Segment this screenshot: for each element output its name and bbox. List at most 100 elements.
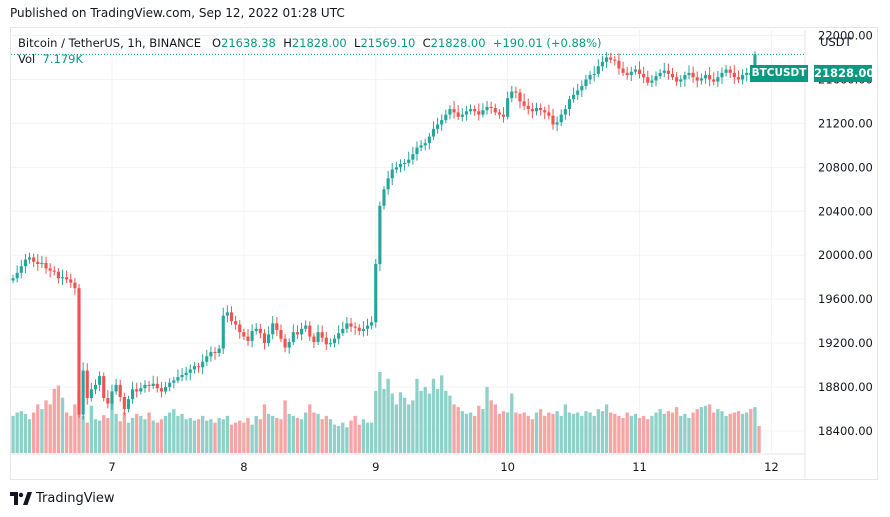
candle-body	[77, 288, 81, 415]
volume-bar	[749, 409, 753, 453]
volume-bar	[646, 419, 650, 453]
tradingview-logo-icon	[10, 492, 32, 505]
volume-bar	[650, 415, 654, 453]
candle-body	[547, 112, 551, 116]
candle-body	[275, 323, 279, 330]
volume-bar	[48, 404, 52, 453]
volume-bar	[481, 409, 485, 453]
candle-body	[147, 384, 151, 386]
volume-bar	[736, 411, 741, 453]
candle-body	[452, 109, 456, 113]
legend-close-value: 21828.00	[430, 36, 486, 50]
candle-body	[60, 277, 65, 279]
volume-label: Vol	[18, 52, 36, 66]
candle-body	[555, 122, 559, 125]
candle-body	[168, 382, 172, 388]
y-tick-label: 19600.00	[818, 292, 873, 306]
candle-body	[642, 73, 646, 78]
candle-body	[695, 77, 699, 81]
ohlc-legend: Bitcoin / TetherUS, 1h, BINANCE O21638.3…	[18, 35, 602, 51]
volume-bar	[757, 426, 761, 453]
y-tick-label: 20400.00	[818, 204, 873, 218]
volume-bar	[440, 375, 444, 453]
candle-body	[89, 389, 93, 399]
candle-body	[551, 115, 555, 125]
volume-bar	[543, 415, 547, 453]
volume-bar	[559, 415, 563, 453]
volume-bar	[19, 411, 23, 453]
volume-bar	[592, 415, 596, 453]
volume-bar	[287, 413, 291, 453]
candle-body	[98, 376, 102, 385]
volume-bar	[407, 404, 411, 453]
volume-bar	[724, 415, 728, 453]
volume-bar	[497, 413, 502, 453]
candle-body	[349, 323, 353, 327]
volume-bar	[106, 417, 110, 453]
volume-bar	[571, 413, 576, 453]
footer-brand[interactable]: TradingView	[10, 491, 115, 506]
volume-bar	[81, 415, 85, 453]
volume-bar	[654, 412, 658, 453]
candle-body	[135, 389, 139, 392]
x-tick-label: 8	[240, 460, 247, 474]
candle-body	[40, 262, 44, 265]
volume-bar	[275, 417, 279, 453]
candle-body	[238, 324, 242, 333]
volume-bar	[374, 390, 378, 453]
candle-body	[23, 259, 27, 267]
volume-bar	[320, 419, 324, 453]
volume-bar	[745, 412, 749, 453]
volume-bar	[633, 413, 638, 453]
candle-body	[617, 60, 621, 69]
volume-bar	[188, 417, 192, 453]
volume-bar	[77, 390, 81, 453]
volume-bar	[538, 409, 543, 453]
volume-bar	[324, 415, 328, 453]
volume-bar	[365, 422, 370, 453]
volume-bar	[530, 419, 535, 453]
candle-body	[308, 325, 312, 337]
volume-bar	[707, 404, 712, 453]
candle-body	[600, 61, 605, 67]
volume-bar	[448, 395, 452, 453]
volume-bar	[468, 412, 473, 453]
volume-bar	[670, 412, 675, 453]
candle-body	[283, 338, 287, 348]
candle-body	[411, 154, 415, 160]
candle-body	[394, 167, 398, 170]
candle-body	[312, 336, 316, 343]
candle-body	[703, 75, 708, 79]
volume-bar	[308, 404, 312, 453]
candle-body	[254, 328, 258, 332]
volume-bar	[551, 413, 555, 453]
candle-body	[530, 109, 534, 112]
candle-body	[27, 257, 32, 260]
candle-body	[588, 75, 592, 80]
candle-body	[431, 128, 436, 137]
volume-bar	[394, 404, 399, 453]
candle-body	[184, 372, 188, 375]
y-tick-label: 18400.00	[818, 424, 873, 438]
candle-body	[609, 57, 613, 60]
volume-bar	[555, 411, 559, 453]
volume-bar	[621, 417, 625, 453]
volume-bar	[97, 420, 102, 453]
candle-body	[205, 356, 209, 362]
volume-bar	[402, 397, 407, 453]
candle-body	[481, 110, 485, 115]
volume-bar	[505, 412, 510, 453]
candle-body	[320, 332, 324, 338]
volume-bar	[382, 388, 386, 453]
candle-body	[229, 312, 234, 322]
candle-body	[196, 366, 201, 368]
volume-bar	[246, 417, 250, 453]
volume-bar	[168, 412, 172, 453]
volume-bar	[130, 417, 135, 453]
volume-bar	[584, 411, 588, 453]
candle-body	[440, 120, 444, 125]
candle-body	[382, 189, 386, 206]
candle-body	[576, 90, 580, 95]
legend-open-label: O	[211, 36, 221, 50]
